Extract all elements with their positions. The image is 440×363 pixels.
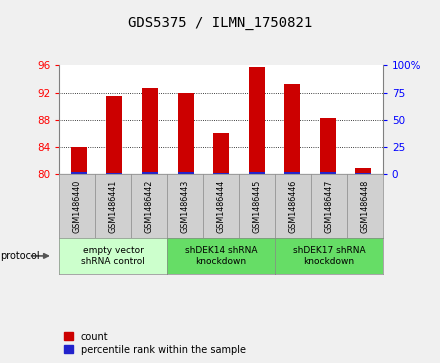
Bar — [320, 118, 336, 174]
Bar — [178, 93, 194, 174]
Bar — [106, 173, 122, 174]
Text: protocol: protocol — [0, 251, 40, 261]
Bar — [249, 172, 264, 174]
Text: GSM1486443: GSM1486443 — [181, 179, 190, 233]
Text: GSM1486445: GSM1486445 — [253, 179, 261, 233]
Text: GSM1486444: GSM1486444 — [216, 179, 226, 233]
Text: GSM1486448: GSM1486448 — [360, 179, 369, 233]
Text: GDS5375 / ILMN_1750821: GDS5375 / ILMN_1750821 — [128, 16, 312, 30]
Text: empty vector
shRNA control: empty vector shRNA control — [81, 246, 145, 266]
Text: GSM1486441: GSM1486441 — [109, 179, 118, 233]
Text: shDEK17 shRNA
knockdown: shDEK17 shRNA knockdown — [293, 246, 365, 266]
Bar — [213, 173, 229, 174]
Bar — [320, 172, 336, 174]
Legend: count, percentile rank within the sample: count, percentile rank within the sample — [64, 331, 246, 355]
Bar — [178, 172, 194, 174]
Text: GSM1486440: GSM1486440 — [73, 179, 82, 233]
Bar — [249, 67, 264, 174]
Bar — [142, 172, 158, 174]
Text: shDEK14 shRNA
knockdown: shDEK14 shRNA knockdown — [185, 246, 257, 266]
Text: GSM1486446: GSM1486446 — [289, 179, 297, 233]
Text: GSM1486442: GSM1486442 — [145, 179, 154, 233]
Bar — [355, 173, 371, 174]
Bar — [71, 147, 87, 174]
Bar — [284, 84, 300, 174]
Bar — [71, 172, 87, 174]
Bar — [213, 133, 229, 174]
Bar — [284, 172, 300, 174]
Bar — [355, 168, 371, 174]
Text: GSM1486447: GSM1486447 — [324, 179, 334, 233]
Bar — [142, 89, 158, 174]
Bar — [106, 96, 122, 174]
